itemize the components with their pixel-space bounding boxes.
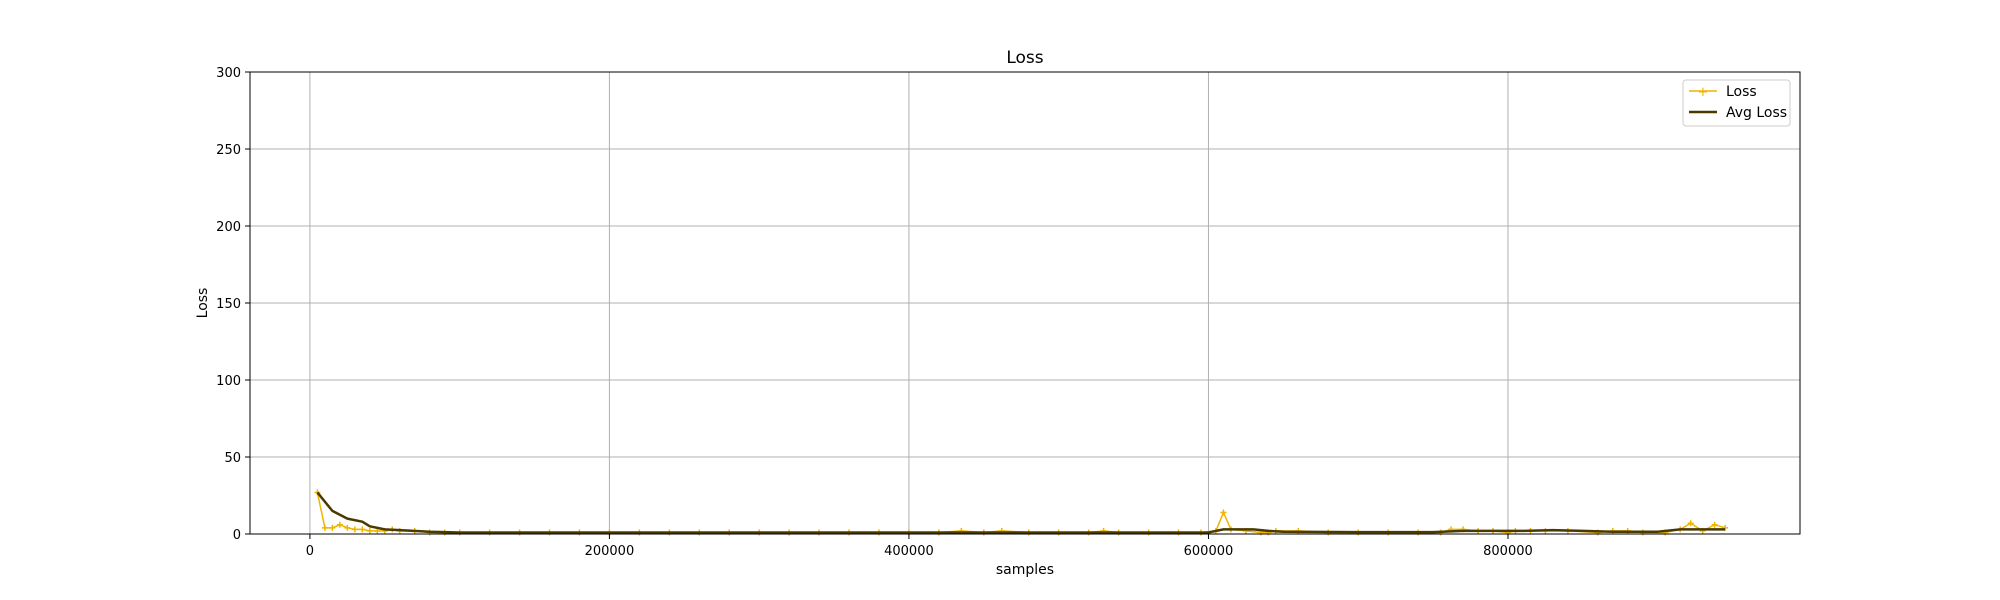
y-tick-label: 100 xyxy=(216,374,241,389)
y-tick-label: 250 xyxy=(216,143,241,158)
legend-label-avg-loss: Avg Loss xyxy=(1726,105,1787,121)
data-point-loss xyxy=(366,527,373,534)
data-point-loss xyxy=(1220,509,1227,516)
data-point-loss xyxy=(321,524,328,531)
y-tick-label: 300 xyxy=(216,66,241,81)
grid xyxy=(250,71,1800,535)
legend: + Loss Avg Loss xyxy=(1682,79,1791,127)
data-point-loss xyxy=(359,526,366,533)
chart-title: Loss xyxy=(1006,48,1043,68)
data-point-loss xyxy=(1711,521,1718,528)
legend-marker-loss: + xyxy=(1698,85,1709,100)
data-point-loss xyxy=(344,524,351,531)
x-tick-label: 800000 xyxy=(1483,544,1533,559)
data-point-loss xyxy=(1687,520,1694,527)
legend-label-loss: Loss xyxy=(1726,84,1757,100)
x-tick-label: 600000 xyxy=(1184,544,1234,559)
data-point-loss xyxy=(336,521,343,528)
y-tick-label: 150 xyxy=(216,297,241,312)
x-tick-label: 0 xyxy=(306,544,314,559)
y-tick-label: 0 xyxy=(233,528,241,543)
y-tick-label: 50 xyxy=(224,451,241,466)
y-axis-label: Loss xyxy=(195,288,211,319)
x-tick-label: 200000 xyxy=(585,544,635,559)
y-tick-label: 200 xyxy=(216,220,241,235)
axis-ticks: 0 200000 400000 600000 800000 0 50 100 150 200 250… xyxy=(216,66,1533,559)
data-point-loss xyxy=(351,526,358,533)
series-line-avg-loss xyxy=(316,491,1726,534)
x-axis-label: samples xyxy=(996,562,1054,578)
data-point-loss xyxy=(329,524,336,531)
x-tick-label: 400000 xyxy=(884,544,934,559)
